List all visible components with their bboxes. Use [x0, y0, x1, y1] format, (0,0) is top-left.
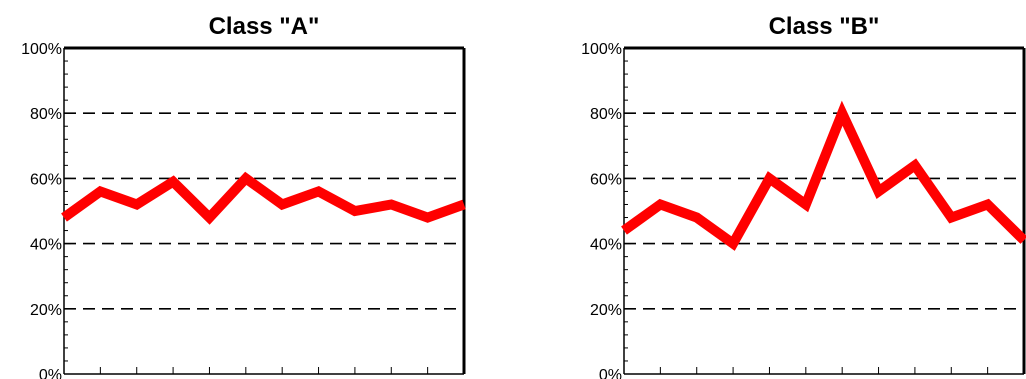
- y-tick-label: 40%: [30, 237, 62, 254]
- y-tick-label: 20%: [590, 302, 622, 319]
- series-line-0: [61, 171, 466, 225]
- y-tick-label: 80%: [30, 106, 62, 123]
- series-line-0: [621, 100, 1026, 251]
- y-tick-label: 40%: [590, 237, 622, 254]
- y-tick-label: 100%: [21, 41, 62, 58]
- y-tick-label: 80%: [590, 106, 622, 123]
- y-tick-label: 100%: [581, 41, 622, 58]
- y-tick-label: 0%: [39, 367, 62, 379]
- y-tick-label: 60%: [590, 171, 622, 188]
- y-tick-label: 60%: [30, 171, 62, 188]
- y-tick-label: 20%: [30, 302, 62, 319]
- chart-title: Class "A": [209, 13, 320, 40]
- chart-title: Class "B": [769, 13, 880, 40]
- y-tick-label: 0%: [599, 367, 622, 379]
